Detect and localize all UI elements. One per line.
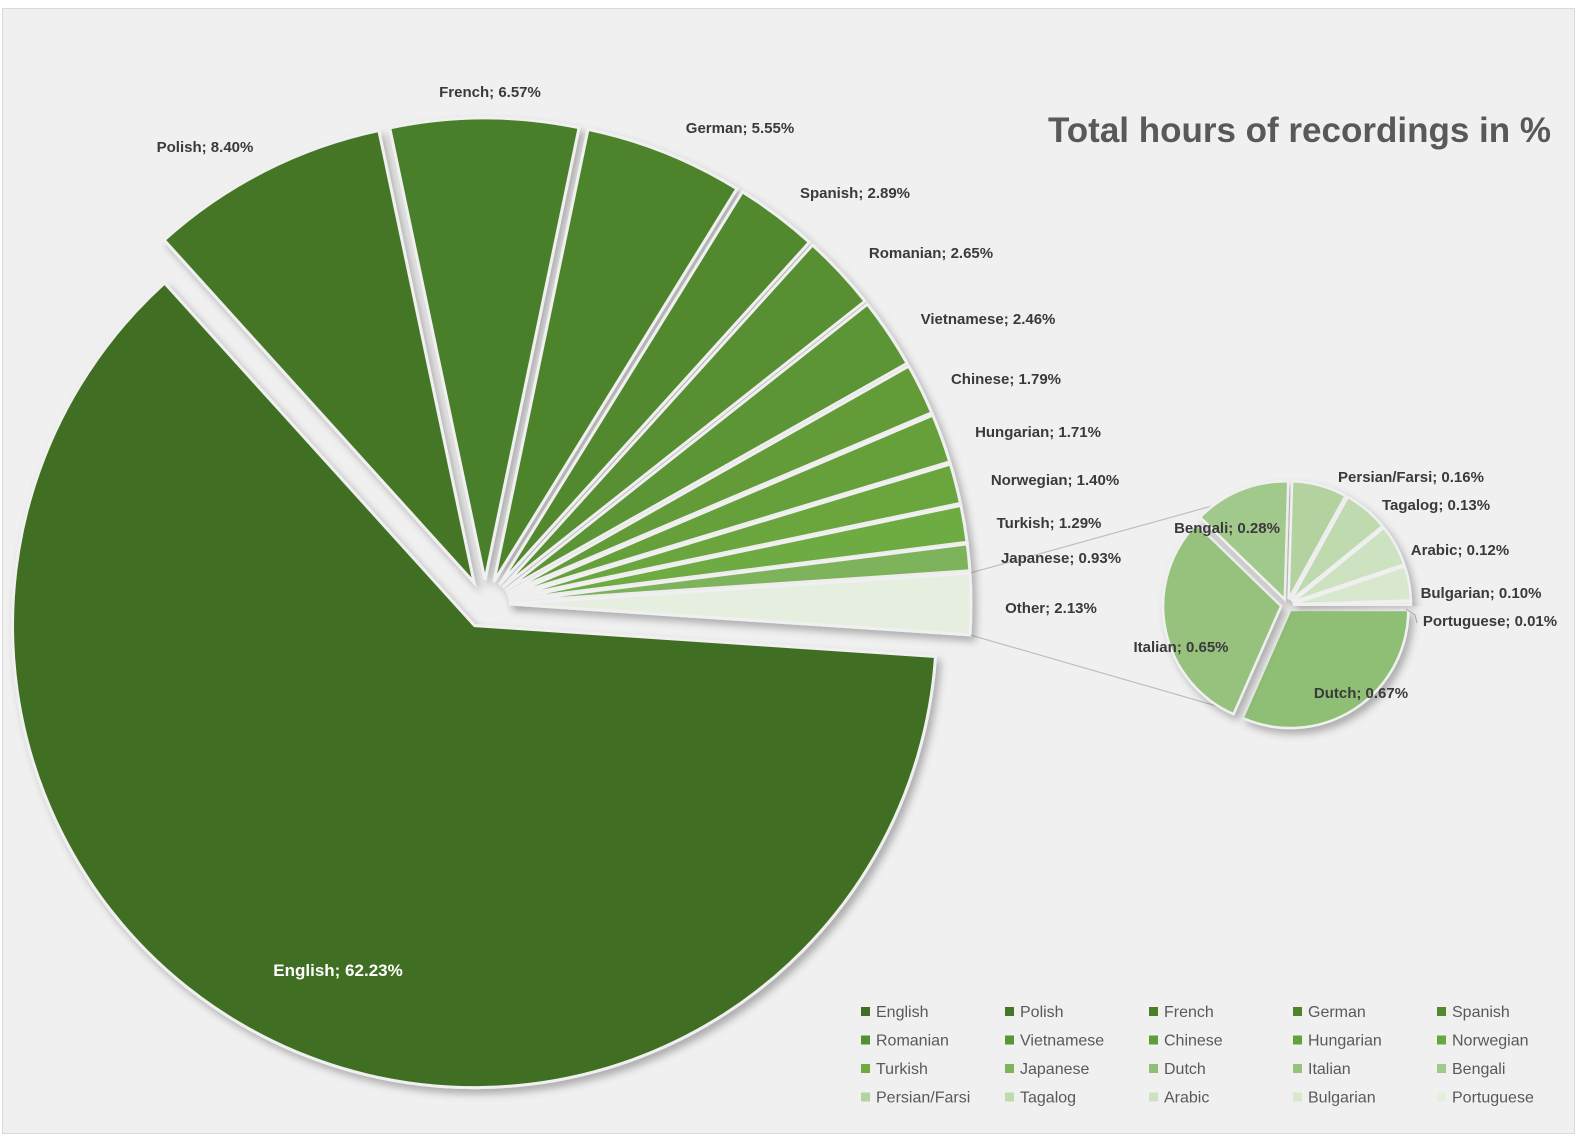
- slice-arabic: [1291, 525, 1406, 604]
- legend-swatch-norwegian: [1437, 1035, 1446, 1045]
- legend-label-dutch: Dutch: [1164, 1061, 1206, 1078]
- data-label-arabic: Arabic; 0.12%: [1411, 542, 1509, 559]
- main-pie: [11, 116, 973, 1090]
- data-label-polish: Polish; 8.40%: [157, 139, 254, 156]
- legend-swatch-vietnamese: [1005, 1035, 1014, 1045]
- legend-swatch-english: [861, 1007, 870, 1016]
- data-label-english: English; 62.23%: [273, 961, 402, 980]
- legend-swatch-turkish: [861, 1064, 870, 1073]
- legend-swatch-polish: [1005, 1007, 1014, 1016]
- legend-label-polish: Polish: [1020, 1004, 1064, 1021]
- legend-swatch-bengali: [1437, 1064, 1446, 1073]
- legend-swatch-french: [1149, 1007, 1158, 1016]
- data-label-hungarian: Hungarian; 1.71%: [975, 424, 1101, 441]
- connector-lines: [969, 498, 1238, 710]
- slice-english: [11, 280, 938, 1090]
- legend-swatch-spanish: [1437, 1007, 1446, 1016]
- data-label-french: French; 6.57%: [439, 84, 541, 101]
- legend-label-bulgarian: Bulgarian: [1308, 1090, 1376, 1107]
- legend-label-arabic: Arabic: [1164, 1090, 1209, 1107]
- slice-chinese: [505, 364, 934, 595]
- legend-swatch-dutch: [1149, 1064, 1158, 1073]
- slice-italian: [1161, 522, 1283, 716]
- data-label-other: Other; 2.13%: [1005, 600, 1097, 617]
- slice-dutch: [1241, 608, 1410, 730]
- data-label-portuguese: Portuguese; 0.01%: [1423, 613, 1557, 630]
- legend-swatch-hungarian: [1293, 1035, 1302, 1045]
- data-label-turkish: Turkish; 1.29%: [997, 515, 1102, 532]
- legend-swatch-italian: [1293, 1064, 1302, 1073]
- legend-label-italian: Italian: [1308, 1061, 1351, 1078]
- legend-label-turkish: Turkish: [876, 1061, 928, 1078]
- legend-swatch-chinese: [1149, 1035, 1158, 1045]
- data-label-chinese: Chinese; 1.79%: [951, 371, 1061, 388]
- chart-svg: Total hours of recordings in % English; …: [11, 84, 1557, 1107]
- data-label-norwegian: Norwegian; 1.40%: [991, 472, 1119, 489]
- legend-label-chinese: Chinese: [1164, 1033, 1223, 1050]
- legend-swatch-japanese: [1005, 1064, 1014, 1073]
- legend-label-romanian: Romanian: [876, 1033, 949, 1050]
- slice-tagalog: [1289, 495, 1385, 602]
- slice-french: [387, 116, 581, 581]
- legend-label-german: German: [1308, 1004, 1366, 1021]
- data-label-german: German; 5.55%: [686, 120, 794, 137]
- data-label-persian-farsi: Persian/Farsi; 0.16%: [1338, 469, 1484, 486]
- data-label-romanian: Romanian; 2.65%: [869, 245, 993, 262]
- legend-label-bengali: Bengali: [1452, 1061, 1505, 1078]
- legend-label-tagalog: Tagalog: [1020, 1090, 1076, 1107]
- slice-romanian: [501, 242, 868, 589]
- legend-label-portuguese: Portuguese: [1452, 1090, 1534, 1107]
- legend-swatch-persian-farsi: [861, 1092, 870, 1102]
- legend-swatch-tagalog: [1005, 1092, 1014, 1102]
- chart-title: Total hours of recordings in %: [1048, 111, 1551, 150]
- data-label-spanish: Spanish; 2.89%: [800, 185, 910, 202]
- slice-german: [492, 127, 739, 583]
- data-label-dutch: Dutch; 0.67%: [1314, 685, 1408, 702]
- legend-label-hungarian: Hungarian: [1308, 1033, 1382, 1050]
- legend-label-spanish: Spanish: [1452, 1004, 1510, 1021]
- chart-frame: Total hours of recordings in % English; …: [2, 8, 1575, 1134]
- legend-swatch-german: [1293, 1007, 1302, 1016]
- slice-norwegian: [507, 462, 963, 600]
- legend-swatch-bulgarian: [1293, 1092, 1302, 1102]
- slice-spanish: [498, 189, 812, 586]
- legend-swatch-arabic: [1149, 1092, 1158, 1102]
- secondary-pie: [1161, 479, 1413, 730]
- legend-label-french: French: [1164, 1004, 1214, 1021]
- connector-line-bottom: [969, 634, 1228, 710]
- data-label-japanese: Japanese; 0.93%: [1001, 550, 1121, 567]
- data-labels: English; 62.23% Polish; 8.40% French; 6.57…: [157, 84, 1557, 980]
- leader-line-portuguese: [1405, 608, 1418, 624]
- slice-persian-farsi: [1287, 479, 1348, 600]
- legend-label-japanese: Japanese: [1020, 1061, 1089, 1078]
- legend-label-persian-farsi: Persian/Farsi: [876, 1090, 970, 1107]
- legend-swatch-romanian: [861, 1035, 870, 1045]
- legend: English Polish French German Spanish Romanian…: [861, 1004, 1534, 1107]
- slice-portuguese: [1292, 600, 1413, 607]
- slice-japanese: [508, 542, 972, 604]
- connector-line-top: [969, 498, 1238, 574]
- data-label-tagalog: Tagalog; 0.13%: [1382, 497, 1490, 514]
- slice-vietnamese: [503, 302, 910, 592]
- data-label-bulgarian: Bulgarian; 0.10%: [1421, 585, 1542, 602]
- data-label-italian: Italian; 0.65%: [1133, 639, 1228, 656]
- data-label-vietnamese: Vietnamese; 2.46%: [921, 311, 1056, 328]
- legend-label-english: English: [876, 1004, 928, 1021]
- slice-bengali: [1198, 480, 1290, 603]
- slice-other: [508, 571, 973, 637]
- slice-turkish: [508, 503, 969, 602]
- legend-label-norwegian: Norwegian: [1452, 1033, 1528, 1050]
- slice-polish: [162, 128, 477, 588]
- data-label-bengali: Bengali; 0.28%: [1174, 520, 1280, 537]
- legend-label-vietnamese: Vietnamese: [1020, 1033, 1104, 1050]
- slice-hungarian: [506, 413, 952, 598]
- legend-swatch-portuguese: [1437, 1092, 1446, 1102]
